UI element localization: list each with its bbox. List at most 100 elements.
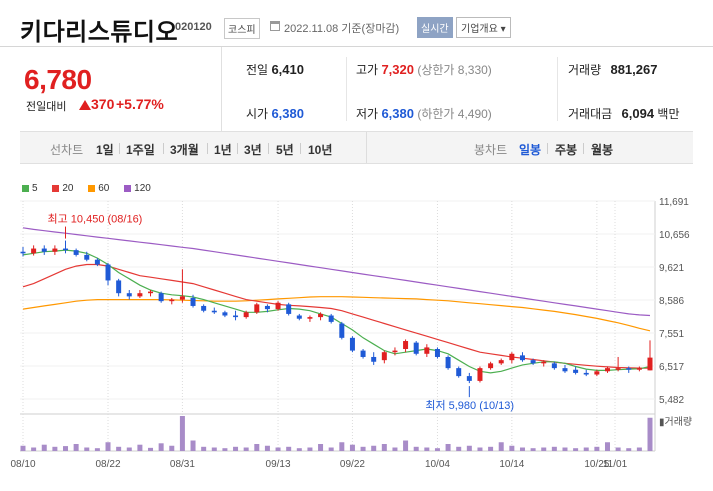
volume-bar [84, 447, 90, 451]
stat-high: 고가 7,320 (상한가 8,330) [356, 61, 492, 78]
volume-bar [647, 417, 653, 451]
candle-body [349, 337, 355, 351]
volume-bar [594, 446, 600, 451]
candle-body [52, 248, 58, 252]
divider [163, 143, 164, 154]
stat-open-value: 6,380 [271, 106, 304, 121]
volume-bar [286, 446, 292, 451]
candle-body [264, 305, 270, 310]
volume-bar [381, 444, 387, 451]
candle-body [179, 296, 185, 300]
candle-body [222, 312, 228, 316]
legend-ma5-label: 5 [32, 183, 38, 194]
realtime-button[interactable]: 실시간 [417, 17, 453, 38]
volume-bar [562, 447, 568, 451]
candle-body [254, 304, 260, 313]
divider [583, 143, 584, 154]
tab-weekly[interactable]: 주봉 [555, 143, 578, 157]
volume-bar [211, 447, 217, 451]
candle-body [594, 371, 600, 375]
x-tick-label: 11/01 [603, 459, 628, 470]
volume-bar [179, 416, 185, 451]
candle-body [573, 369, 579, 373]
volume-bar [583, 447, 589, 451]
stat-volume-label: 거래량 [568, 63, 602, 77]
line-chart-label: 선차트 [50, 143, 84, 157]
candle-body [190, 297, 196, 306]
volume-bar [328, 447, 334, 451]
candle-body [307, 317, 313, 319]
tab-1d[interactable]: 1일 [96, 143, 114, 157]
stat-prev: 전일 6,410 [246, 61, 304, 78]
volume-bar [339, 442, 345, 451]
tab-3m[interactable]: 3개월 [170, 143, 199, 157]
tab-3y[interactable]: 3년 [244, 143, 262, 157]
calendar-icon [270, 21, 280, 31]
legend-ma60-label: 60 [98, 183, 110, 194]
volume-bar [413, 446, 419, 451]
volume-bar [371, 445, 377, 451]
change-value: 370 [91, 96, 115, 112]
volume-bar [615, 447, 621, 451]
candle-body [31, 248, 37, 254]
divider [346, 57, 347, 121]
x-tick-label: 08/31 [170, 459, 195, 470]
candle-body [339, 323, 345, 338]
high-annotation: 최고 10,450 (08/16) [48, 213, 143, 226]
volume-bar [233, 446, 239, 451]
volume-bar [360, 446, 366, 451]
x-tick-label: 08/10 [10, 459, 35, 470]
candle-body [201, 305, 207, 311]
candle-body [126, 293, 132, 297]
legend-ma20: 20 [52, 183, 73, 194]
candle-body [73, 250, 79, 255]
divider [366, 132, 367, 163]
candle-body [562, 368, 568, 372]
candle-body [318, 313, 324, 318]
tab-1y[interactable]: 1년 [214, 143, 232, 157]
candle-body [41, 248, 47, 252]
stat-volume-value: 881,267 [610, 62, 658, 77]
tab-1w[interactable]: 1주일 [126, 143, 155, 157]
y-tick-label: 6,517 [659, 362, 684, 373]
low-annotation: 최저 5,980 (10/13) [425, 399, 514, 412]
volume-bar [626, 448, 632, 451]
candle-body [296, 315, 302, 319]
candle-body [286, 304, 292, 314]
y-tick-label: 10,656 [659, 230, 690, 241]
y-tick-label: 9,621 [659, 263, 684, 274]
candle-body [116, 280, 122, 294]
candle-body [392, 350, 398, 353]
tab-5y[interactable]: 5년 [276, 143, 294, 157]
volume-bar [296, 448, 302, 451]
stat-amount-label: 거래대금 [568, 107, 613, 121]
legend-ma120-label: 120 [134, 183, 151, 194]
y-tick-label: 5,482 [659, 395, 684, 406]
candle-body [211, 310, 217, 313]
candle-body [636, 368, 642, 370]
company-overview-dropdown[interactable]: 기업개요 ▾ [456, 17, 511, 38]
volume-bar [551, 446, 557, 451]
volume-bar [105, 442, 111, 451]
volume-bar [158, 443, 164, 451]
volume-bar [243, 447, 249, 451]
legend-ma20-label: 20 [62, 183, 74, 194]
candle-body [477, 368, 483, 381]
stat-prev-value: 6,410 [271, 62, 304, 77]
y-tick-label: 11,691 [659, 197, 689, 208]
stock-name: 키다리스튜디오 [20, 19, 179, 46]
divider [557, 57, 558, 121]
volume-bar [201, 446, 207, 451]
candle-body [445, 356, 451, 369]
candle-body [84, 254, 90, 260]
divider [547, 143, 548, 154]
candle-body [148, 291, 154, 294]
tab-10y[interactable]: 10년 [308, 143, 333, 157]
volume-bar [541, 447, 547, 451]
market-badge: 코스피 [224, 18, 260, 39]
tab-monthly[interactable]: 월봉 [591, 143, 614, 157]
volume-bar [604, 442, 610, 451]
tab-daily[interactable]: 일봉 [519, 143, 542, 157]
volume-bar [636, 447, 642, 451]
